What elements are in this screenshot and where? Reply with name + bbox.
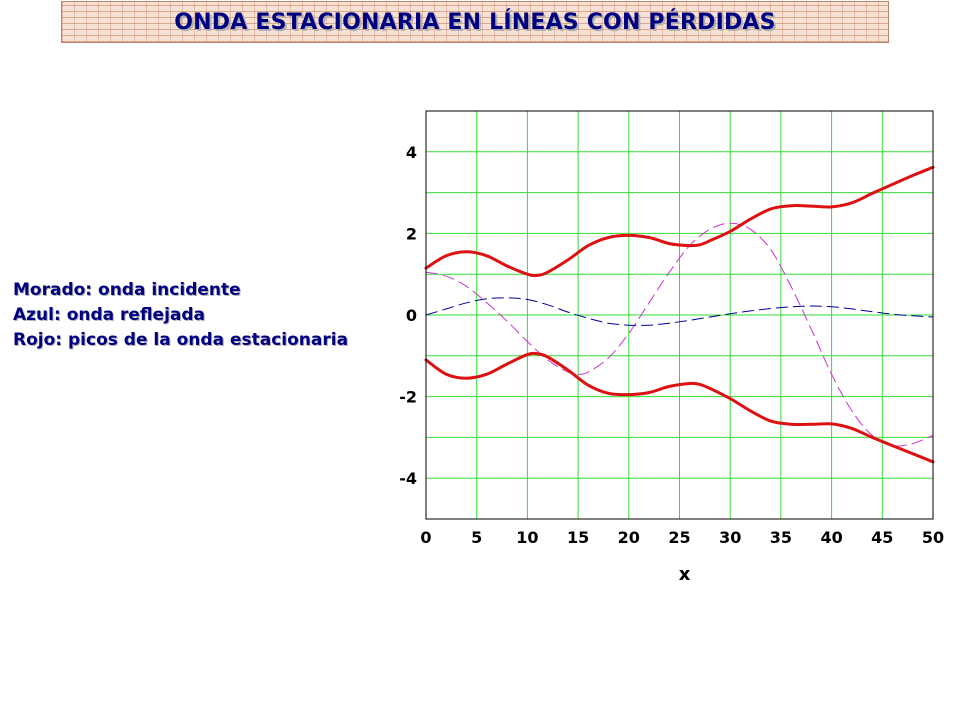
x-tick-label-1: 5 <box>471 528 482 547</box>
x-tick-label-7: 35 <box>770 528 792 547</box>
legend-text: Morado: onda incidente Azul: onda reflej… <box>13 278 348 353</box>
x-tick-label-9: 45 <box>871 528 893 547</box>
x-tick-label-2: 10 <box>516 528 538 547</box>
series-line-0 <box>425 222 934 447</box>
series-line-2 <box>424 165 935 278</box>
x-axis-label: x <box>679 564 691 585</box>
legend-reflected: Azul: onda reflejada <box>13 305 206 325</box>
y-tick-label-2: 0 <box>406 306 417 325</box>
series-line-1 <box>425 297 934 326</box>
plot-frame <box>425 110 934 520</box>
x-tick-label-8: 40 <box>820 528 842 547</box>
y-tick-label-0: -4 <box>399 469 417 488</box>
y-tick-label-3: 2 <box>406 224 417 243</box>
x-tick-label-3: 15 <box>567 528 589 547</box>
x-tick-label-4: 20 <box>618 528 640 547</box>
title-banner: ONDA ESTACIONARIA EN LÍNEAS CON PÉRDIDAS <box>61 1 889 43</box>
x-tick-label-10: 50 <box>922 528 944 547</box>
series-line-3 <box>424 351 935 464</box>
y-tick-label-1: -2 <box>399 388 417 407</box>
grid-lines <box>425 110 934 520</box>
x-tick-label-5: 25 <box>668 528 690 547</box>
x-tick-label-6: 30 <box>719 528 741 547</box>
x-tick-label-0: 0 <box>420 528 431 547</box>
page-title: ONDA ESTACIONARIA EN LÍNEAS CON PÉRDIDAS <box>174 9 776 35</box>
legend-incident: Morado: onda incidente <box>13 280 241 300</box>
y-tick-label-4: 4 <box>406 143 417 162</box>
series-group <box>424 165 935 464</box>
tick-labels: 0 5 10 15 20 25 30 35 40 45 50 -4 -2 0 2 4 <box>399 143 944 547</box>
legend-standing-peaks: Rojo: picos de la onda estacionaria <box>13 330 349 350</box>
